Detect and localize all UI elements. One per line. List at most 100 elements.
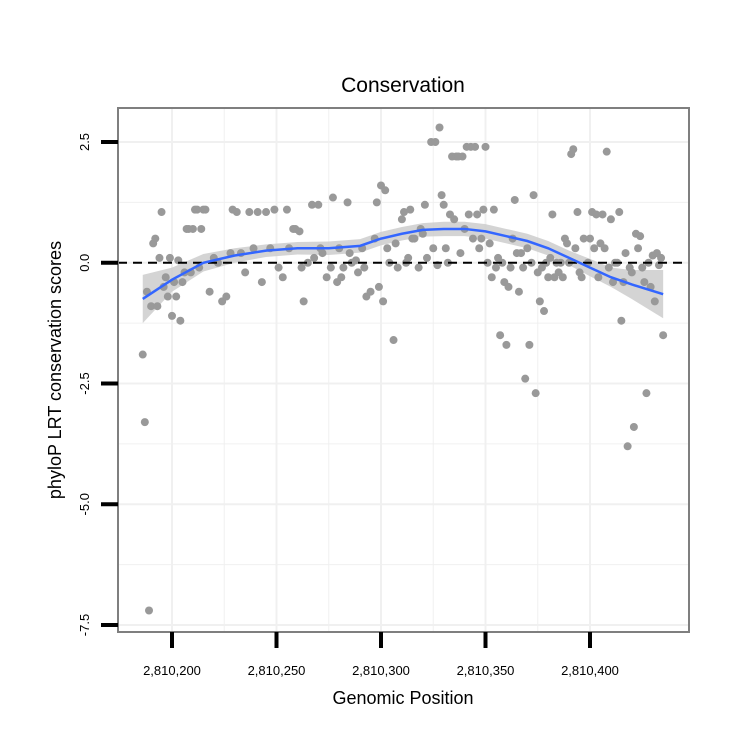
data-point — [471, 142, 480, 151]
data-point — [439, 200, 448, 209]
data-point — [414, 263, 423, 272]
data-point — [274, 263, 283, 272]
data-point — [544, 273, 553, 282]
data-point — [249, 244, 258, 253]
data-point — [351, 256, 360, 265]
y-axis-title: phyloP LRT conservation scores — [45, 241, 65, 499]
data-point — [642, 389, 651, 398]
data-point — [278, 273, 287, 282]
data-point — [517, 249, 526, 258]
data-point — [485, 239, 494, 248]
data-point — [540, 307, 549, 316]
y-tick-label: -7.5 — [77, 614, 92, 636]
data-point — [406, 205, 415, 214]
x-tick-label: 2,810,250 — [248, 663, 306, 678]
data-point — [629, 422, 638, 431]
data-point — [502, 340, 511, 349]
data-point — [535, 297, 544, 306]
data-point — [573, 208, 582, 217]
data-point — [594, 273, 603, 282]
data-point — [525, 340, 534, 349]
data-point — [339, 263, 348, 272]
chart-title: Conservation — [341, 74, 465, 97]
data-point — [464, 210, 473, 219]
data-point — [548, 210, 557, 219]
data-point — [155, 253, 164, 262]
data-point — [579, 234, 588, 243]
data-point — [165, 253, 174, 262]
y-tick-label: -5.0 — [77, 493, 92, 515]
data-point — [147, 302, 156, 311]
data-point — [193, 205, 202, 214]
data-point — [310, 253, 319, 262]
data-point — [519, 263, 528, 272]
data-point — [253, 208, 262, 217]
data-point — [270, 205, 279, 214]
data-point — [397, 215, 406, 224]
data-point — [172, 292, 181, 301]
plot-area — [118, 108, 689, 632]
data-point — [634, 244, 643, 253]
data-point — [479, 205, 488, 214]
data-point — [604, 263, 613, 272]
data-point — [389, 336, 398, 345]
y-axis: 2.5 0.0 -2.5 -5.0 -7.5 — [77, 133, 118, 636]
data-point — [483, 258, 492, 267]
data-point — [521, 374, 530, 383]
data-point — [157, 208, 166, 217]
smooth-trend-line — [142, 227, 664, 301]
data-point — [257, 278, 266, 287]
data-point — [623, 442, 632, 451]
data-point — [602, 147, 611, 156]
data-point — [282, 205, 291, 214]
data-point — [600, 244, 609, 253]
data-point — [450, 215, 459, 224]
data-point — [489, 205, 498, 214]
data-point — [383, 244, 392, 253]
data-point — [529, 191, 538, 200]
data-point — [514, 287, 523, 296]
x-tick-label: 2,810,350 — [457, 663, 515, 678]
data-point — [345, 249, 354, 258]
data-point — [366, 287, 375, 296]
data-point — [153, 302, 162, 311]
data-point — [328, 193, 337, 202]
data-point — [477, 234, 486, 243]
data-point — [523, 244, 532, 253]
data-point — [608, 278, 617, 287]
x-axis: 2,810,200 2,810,250 2,810,300 2,810,350 2,81… — [143, 632, 619, 678]
data-point — [435, 123, 444, 132]
data-point — [374, 282, 383, 291]
data-point — [295, 227, 304, 236]
data-point — [337, 273, 346, 282]
x-tick-label: 2,810,300 — [352, 663, 410, 678]
data-point — [322, 273, 331, 282]
data-point — [168, 311, 176, 320]
data-point — [473, 210, 482, 219]
data-point — [303, 258, 312, 267]
data-point — [569, 145, 578, 154]
data-point — [586, 234, 594, 243]
data-point — [598, 210, 607, 219]
data-point — [496, 331, 505, 340]
data-point — [410, 234, 419, 243]
data-point — [441, 244, 450, 253]
data-point — [491, 263, 500, 272]
data-point — [487, 273, 496, 282]
x-axis-title: Genomic Position — [332, 688, 473, 708]
data-point — [650, 297, 659, 306]
data-point — [161, 273, 170, 282]
data-point — [636, 232, 645, 241]
data-point — [299, 297, 308, 306]
data-point — [420, 200, 429, 209]
data-point — [621, 249, 630, 258]
data-point — [558, 273, 567, 282]
plot-border — [117, 107, 690, 633]
data-point — [458, 152, 467, 161]
data-point — [443, 258, 452, 267]
data-point — [563, 239, 572, 248]
data-point — [222, 292, 231, 301]
data-point — [140, 418, 149, 427]
data-point — [531, 389, 540, 398]
